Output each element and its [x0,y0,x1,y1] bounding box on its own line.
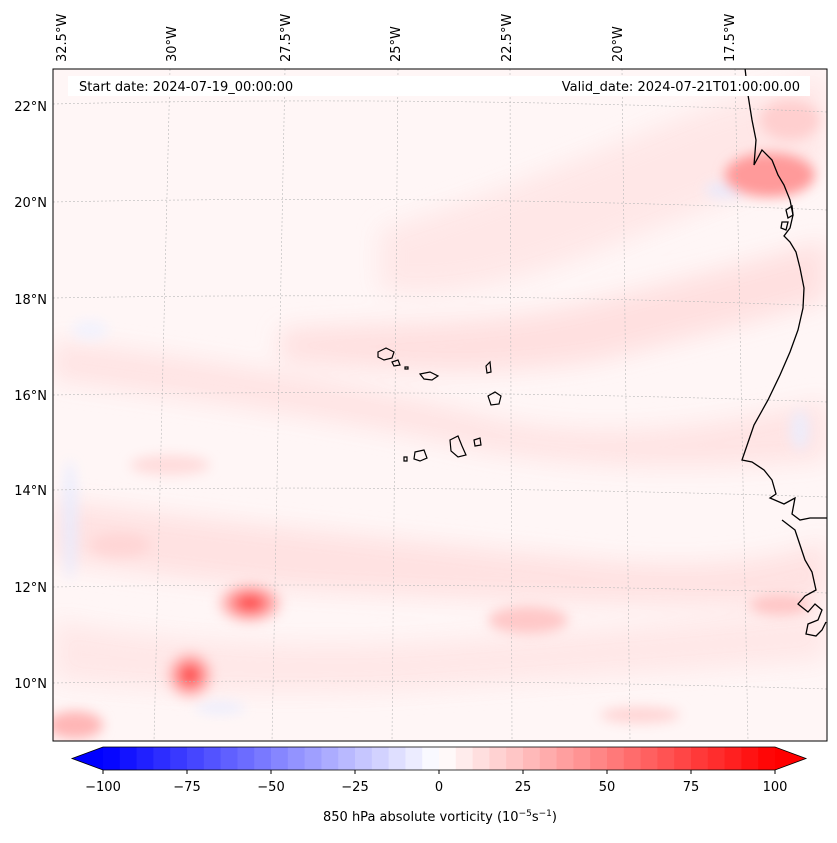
lat-label: 12°N [14,581,47,596]
colorbar-segment [422,747,440,770]
colorbar-tick-label: −75 [173,780,200,795]
colorbar-segment [758,747,776,770]
latitude-labels: 22°N 20°N 18°N 16°N 14°N 12°N 10°N [14,100,47,692]
colorbar-tick-label: −100 [85,780,121,795]
colorbar-segment [170,747,188,770]
colorbar-max-extend [775,747,806,770]
lat-label: 14°N [14,484,47,499]
lat-label: 22°N [14,100,47,115]
lat-label: 10°N [14,677,47,692]
colorbar-segment [237,747,255,770]
colorbar-segment [271,747,289,770]
colorbar-tick-label: 0 [435,780,443,795]
map-frame [52,68,828,742]
colorbar-segment [489,747,507,770]
colorbar-segment [287,747,306,770]
lon-label: 20°W [611,26,626,62]
colorbar-tick-label: 50 [599,780,616,795]
colorbar-segment [119,747,138,770]
lat-label: 16°N [14,389,47,404]
colorbar-segment [573,747,591,770]
colorbar-tick-label: 100 [763,780,788,795]
colorbar-segment [371,747,390,770]
colorbar-segment [523,747,541,770]
colorbar-segment [187,747,205,770]
colorbar-ticks: −100 −75 −50 −25 0 25 50 75 100 [85,770,787,795]
colorbar-segment [304,747,322,770]
colorbar-segment [103,747,121,770]
colorbar-segment [136,747,154,770]
colorbar-segment [472,747,490,770]
lon-label: 32.5°W [55,14,70,62]
valid-date-label: Valid_date: 2024-07-21T01:00:00.00 [562,80,800,95]
colorbar-segment [455,747,474,770]
colorbar-min-extend [72,747,103,770]
lon-label: 30°W [165,26,180,62]
vorticity-field [53,69,827,741]
colorbar-segment [506,747,524,770]
colorbar-segment [741,747,759,770]
colorbar-label: 850 hPa absolute vorticity (10−5s−1) [323,809,557,825]
colorbar-segment [203,747,222,770]
colorbar-segment [439,747,457,770]
lat-label: 20°N [14,196,47,211]
colorbar-segment [254,747,272,770]
colorbar-segment [623,747,642,770]
colorbar-segment [590,747,608,770]
graticule [53,69,827,741]
colorbar-segment [355,747,373,770]
colorbar-segment [338,747,356,770]
colorbar-segment [674,747,692,770]
colorbar-segment [691,747,709,770]
colorbar-segment [607,747,625,770]
colorbar-segment [321,747,339,770]
colorbar-segment [220,747,238,770]
colorbar-tick-label: 75 [683,780,700,795]
colorbar-segment [153,747,171,770]
lon-label: 17.5°W [723,14,738,62]
cape-verde-islands [377,347,502,462]
colorbar-segment [556,747,574,770]
lon-label: 27.5°W [279,14,294,62]
lon-label: 22.5°W [500,14,515,62]
colorbar-tick-label: −50 [257,780,284,795]
colorbar-segment [405,747,423,770]
colorbar-tick-label: −25 [341,780,368,795]
colorbar-segment [724,747,742,770]
colorbar-segment [657,747,675,770]
colorbar-segment [539,747,558,770]
lat-label: 18°N [14,293,47,308]
lon-label: 25°W [389,26,404,62]
colorbar [70,746,808,771]
colorbar-segment [640,747,658,770]
colorbar-tick-label: 25 [515,780,532,795]
start-date-label: Start date: 2024-07-19_00:00:00 [79,80,293,95]
longitude-labels: 32.5°W 30°W 27.5°W 25°W 22.5°W 20°W 17.5… [55,14,738,62]
colorbar-segment [707,747,726,770]
africa-coastline [741,69,827,637]
colorbar-segment [388,747,406,770]
date-banner [68,76,810,96]
